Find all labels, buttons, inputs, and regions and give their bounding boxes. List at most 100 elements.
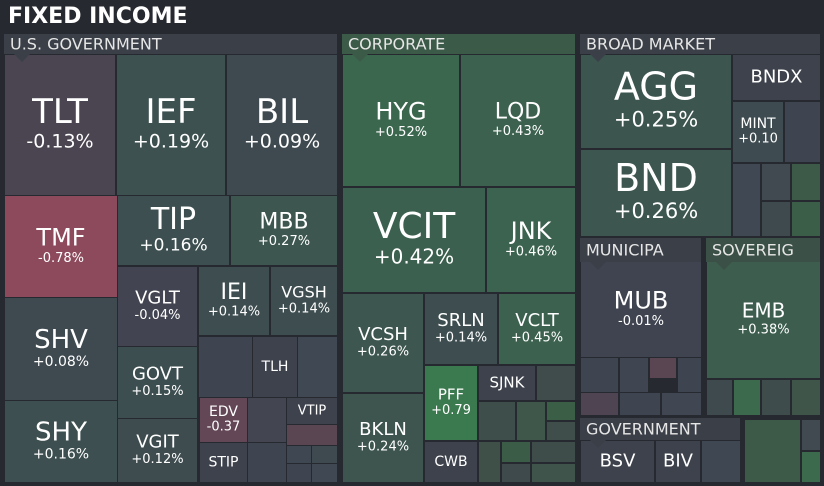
- tile-label: JNK: [509, 217, 553, 245]
- filler-tile: [792, 380, 820, 415]
- tile-label: STIP: [208, 455, 238, 471]
- tile: [733, 102, 783, 162]
- filler-tile: [734, 380, 760, 415]
- filler-tile: [678, 358, 701, 392]
- tile: [271, 267, 337, 335]
- filler-tile: [707, 380, 732, 415]
- filler-tile: [479, 442, 500, 482]
- filler-tile: [298, 337, 337, 397]
- filler-tile: [745, 420, 800, 482]
- chart-title: FIXED INCOME: [8, 4, 188, 29]
- tile-label: BKLN: [359, 419, 407, 440]
- tile-label: BNDX: [750, 67, 802, 88]
- tile-value: +0.26%: [357, 345, 409, 360]
- tile-value: -0.01%: [618, 314, 664, 329]
- tile-value: +0.45%: [511, 331, 563, 346]
- tile-label: BSV: [600, 451, 636, 472]
- tile-label: VCSH: [358, 324, 408, 345]
- tile-label: PFF: [438, 386, 464, 404]
- tile-label: VCLT: [515, 310, 559, 331]
- group-header: [706, 238, 820, 262]
- filler-tile: [620, 358, 648, 392]
- tile: [5, 401, 117, 482]
- filler-tile: [248, 443, 286, 482]
- tile-value: +0.14%: [435, 331, 487, 346]
- tile-label: TLH: [261, 359, 289, 375]
- group-header: [580, 418, 740, 440]
- filler-tile: [762, 380, 790, 415]
- tile-value: -0.78%: [38, 251, 84, 266]
- filler-tile: [248, 398, 286, 442]
- filler-tile: [581, 358, 618, 392]
- tile: [425, 442, 477, 482]
- tile-value: -0.13%: [26, 131, 93, 153]
- group-label: CORPORATE: [348, 35, 445, 54]
- tile: [581, 150, 731, 236]
- filler-tile: [792, 202, 820, 236]
- filler-tile: [662, 393, 701, 415]
- tile-label: TLT: [31, 92, 88, 132]
- tile: [479, 366, 535, 400]
- group-header: [580, 34, 820, 54]
- tile-value: +0.43%: [492, 124, 544, 139]
- tile: [118, 196, 229, 265]
- tile-label: CWB: [434, 454, 467, 470]
- filler-tile: [479, 402, 515, 440]
- tile: [343, 55, 459, 186]
- tile: [425, 294, 497, 364]
- tile: [656, 441, 700, 482]
- tile: [733, 55, 820, 100]
- filler-tile: [517, 402, 545, 440]
- tile-value: +0.16%: [139, 236, 207, 256]
- tile-value: -0.37: [207, 420, 241, 435]
- tile-label: VGSH: [281, 283, 327, 302]
- filler-tile: [733, 164, 760, 236]
- tile: [5, 55, 115, 195]
- header-pointer: [716, 262, 732, 270]
- tile: [343, 294, 423, 392]
- tile: [487, 188, 575, 292]
- tile-label: BIV: [663, 451, 694, 472]
- filler-tile: [287, 425, 337, 445]
- tile-value: +0.09%: [244, 131, 320, 153]
- header-pointer: [590, 54, 606, 62]
- tile-value: -0.04%: [135, 308, 181, 323]
- tile-value: +0.42%: [374, 245, 454, 269]
- tile: [707, 262, 820, 378]
- filler-tile: [702, 441, 740, 482]
- tile: [200, 443, 247, 482]
- tile-value: +0.08%: [33, 354, 89, 370]
- tile-value: +0.24%: [357, 440, 409, 455]
- tile-value: +0.14%: [278, 302, 330, 317]
- tile-label: TIP: [150, 202, 196, 237]
- tile: [118, 347, 197, 418]
- filler-tile: [762, 164, 790, 200]
- tile-label: MBB: [259, 210, 308, 235]
- tile-label: VCIT: [373, 206, 456, 247]
- tile-label: SRLN: [437, 310, 484, 331]
- filler-tile: [802, 420, 820, 450]
- header-pointer: [352, 54, 368, 62]
- tile: [343, 394, 423, 482]
- filler-tile: [762, 202, 790, 236]
- tile-label: IEI: [221, 280, 248, 305]
- filler-tile: [287, 446, 311, 463]
- tile-value: +0.15%: [131, 384, 183, 399]
- group-header: [580, 238, 701, 262]
- group-label: BROAD MARKET: [586, 35, 715, 54]
- filler-tile: [547, 402, 575, 420]
- tile-label: MUB: [614, 287, 669, 315]
- tile: [425, 366, 477, 440]
- tile: [200, 398, 247, 442]
- tile-value: +0.25%: [614, 108, 698, 132]
- tile: [231, 196, 337, 265]
- header-pointer: [590, 440, 606, 448]
- filler-tile: [802, 452, 820, 482]
- filler-tile: [537, 366, 575, 400]
- filler-tile: [312, 446, 337, 463]
- tile: [118, 267, 197, 346]
- filler-tile: [502, 442, 530, 462]
- tile-value: +0.16%: [33, 447, 89, 463]
- tile: [5, 196, 117, 297]
